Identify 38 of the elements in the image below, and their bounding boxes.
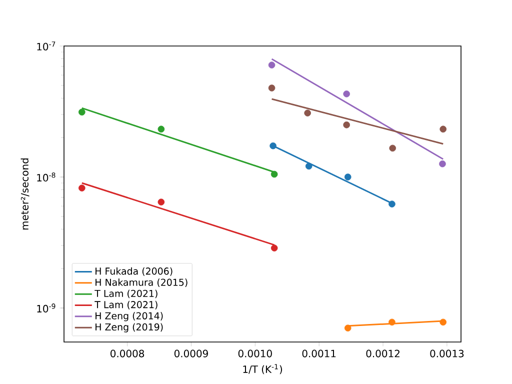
point [344,174,352,180]
x-tick-label: 0.0008 [110,350,144,358]
x-tick-label: 0.0009 [174,350,208,358]
legend-label: T Lam (2021) [94,300,158,310]
y-tick-label: 10$^{-8}$ [37,172,56,182]
point [268,62,276,68]
point [388,318,396,326]
point [270,170,278,178]
point [270,142,276,150]
point [343,90,350,98]
legend-label: H Zeng (2019) [96,323,163,332]
legend-label: H Fukada (2006) [96,267,172,276]
point [78,108,86,116]
point [268,84,276,92]
point [270,244,278,252]
legend-label: H Zeng (2014) [96,312,163,322]
point [158,198,165,206]
legend-label: T Lam (2021) [94,290,158,298]
x-axis-title: 1/T (K$^{-1}$) [243,364,282,374]
y-axis-title: meter²/second [20,158,30,230]
x-tick-label: 0.0013 [430,350,464,358]
point [304,110,311,116]
legend-label: H Nakamura (2015) [96,278,188,287]
point [440,318,447,326]
y-tick-label: 10$^{-9}$ [37,304,56,312]
x-tick-label: 0.0011 [302,350,336,358]
point [78,184,86,192]
point [344,324,352,332]
point [389,144,396,152]
x-tick-label: 0.0012 [366,350,400,358]
point [305,162,312,170]
point [343,121,350,128]
point [440,126,447,133]
y-tick-label: 10$^{-7}$ [37,42,56,50]
x-tick-label: 0.0010 [238,350,272,358]
point [158,126,165,133]
point [439,160,446,168]
point [388,200,396,208]
